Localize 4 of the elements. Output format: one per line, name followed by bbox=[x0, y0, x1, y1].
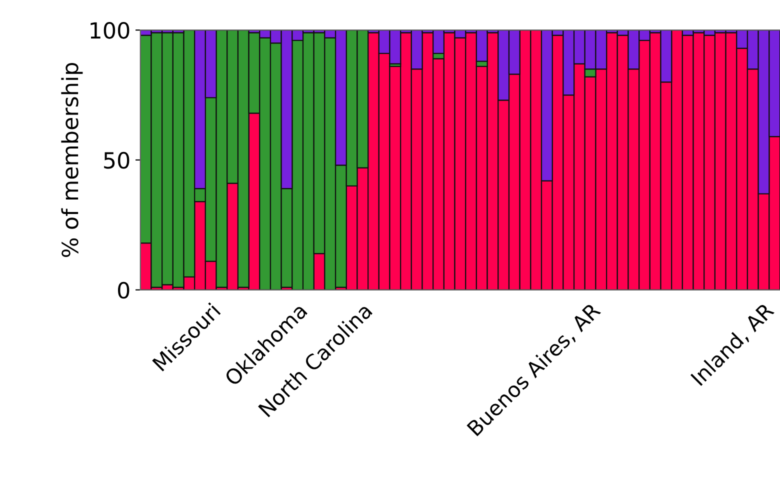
y-axis-title: % of membership bbox=[61, 62, 83, 257]
y-tick-label: 100 bbox=[90, 22, 130, 39]
y-tick-label: 50 bbox=[104, 152, 130, 169]
y-tick-label: 0 bbox=[118, 282, 130, 299]
